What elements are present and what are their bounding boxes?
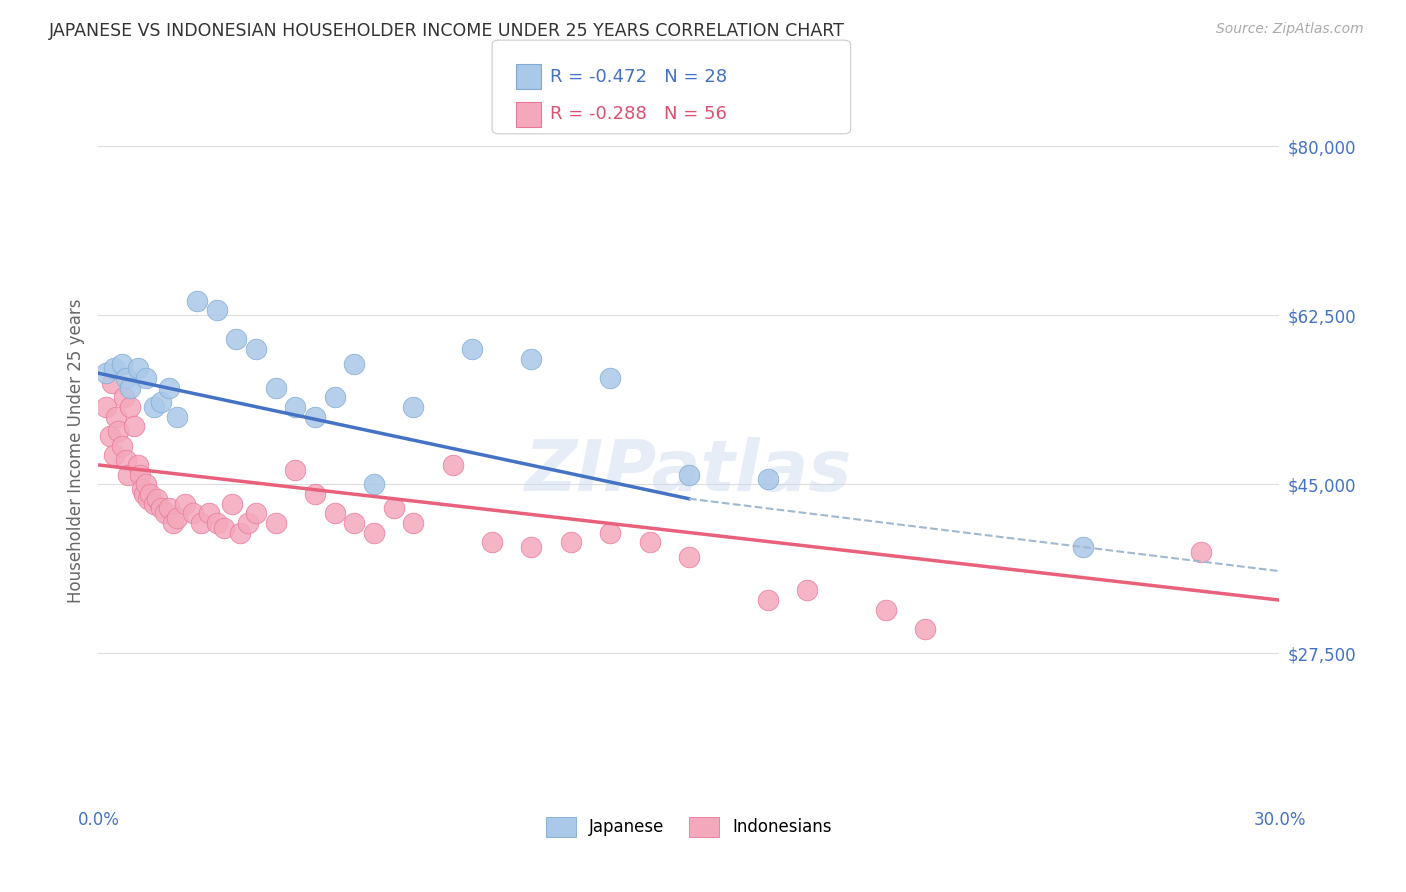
Point (190, 516, 212, 530)
Point (96, 400, 118, 414)
Text: R = -0.288   N = 56: R = -0.288 N = 56 (550, 105, 727, 123)
Point (229, 525, 252, 540)
Point (678, 549, 700, 564)
Point (914, 622, 936, 636)
Point (236, 516, 259, 530)
Point (146, 491, 169, 506)
Point (155, 506, 177, 520)
Point (402, 516, 425, 530)
Point (323, 506, 346, 520)
Point (174, 497, 197, 511)
Point (118, 381, 141, 395)
Text: Source: ZipAtlas.com: Source: ZipAtlas.com (1216, 22, 1364, 37)
Point (461, 342, 484, 356)
Legend: Japanese, Indonesians: Japanese, Indonesians (538, 810, 839, 844)
Point (214, 521, 236, 535)
Point (111, 439, 134, 453)
Point (132, 487, 155, 501)
Point (157, 501, 180, 516)
Point (796, 583, 818, 598)
Point (264, 516, 287, 530)
Point (122, 419, 145, 434)
Point (136, 491, 159, 506)
Point (382, 501, 405, 516)
Point (756, 593, 779, 607)
Point (98, 429, 121, 443)
Point (107, 424, 129, 438)
Point (103, 448, 125, 462)
Point (1189, 545, 1212, 559)
Point (118, 400, 141, 414)
Point (245, 506, 267, 520)
Point (117, 467, 139, 482)
Point (157, 381, 180, 395)
Point (221, 497, 243, 511)
Point (284, 463, 307, 477)
Point (138, 487, 160, 501)
Point (343, 357, 366, 371)
Point (638, 535, 661, 549)
Point (162, 516, 184, 530)
Point (135, 477, 157, 491)
Point (284, 400, 307, 414)
Point (520, 351, 543, 366)
Point (264, 381, 287, 395)
Point (105, 409, 128, 424)
Point (1071, 540, 1094, 554)
Point (678, 467, 700, 482)
Point (186, 293, 208, 308)
Point (135, 371, 157, 385)
Point (115, 453, 138, 467)
Point (150, 501, 173, 516)
Point (181, 506, 204, 520)
Point (520, 540, 543, 554)
Point (756, 472, 779, 486)
Point (127, 361, 149, 376)
Point (127, 458, 149, 472)
Point (599, 525, 621, 540)
Point (402, 400, 425, 414)
Point (323, 390, 346, 404)
Point (343, 516, 366, 530)
Point (225, 333, 247, 347)
Text: ZIPatlas: ZIPatlas (526, 437, 852, 506)
Point (142, 400, 165, 414)
Point (96, 366, 118, 380)
Point (112, 390, 135, 404)
Point (875, 603, 897, 617)
Point (363, 477, 385, 491)
Point (166, 511, 188, 525)
Point (150, 395, 173, 409)
Text: R = -0.472   N = 28: R = -0.472 N = 28 (550, 68, 727, 86)
Point (441, 458, 464, 472)
Point (103, 361, 125, 376)
Point (599, 371, 621, 385)
Point (142, 497, 165, 511)
Point (115, 371, 138, 385)
Text: JAPANESE VS INDONESIAN HOUSEHOLDER INCOME UNDER 25 YEARS CORRELATION CHART: JAPANESE VS INDONESIAN HOUSEHOLDER INCOM… (49, 22, 845, 40)
Point (197, 506, 219, 520)
Y-axis label: Householder Income Under 25 years: Householder Income Under 25 years (66, 298, 84, 603)
Point (131, 482, 153, 496)
Point (304, 487, 326, 501)
Point (166, 409, 188, 424)
Point (304, 409, 326, 424)
Point (205, 516, 228, 530)
Point (101, 376, 124, 390)
Point (205, 303, 228, 318)
Point (245, 342, 267, 356)
Point (128, 467, 150, 482)
Point (481, 535, 503, 549)
Point (363, 525, 385, 540)
Point (111, 357, 134, 371)
Point (560, 535, 582, 549)
